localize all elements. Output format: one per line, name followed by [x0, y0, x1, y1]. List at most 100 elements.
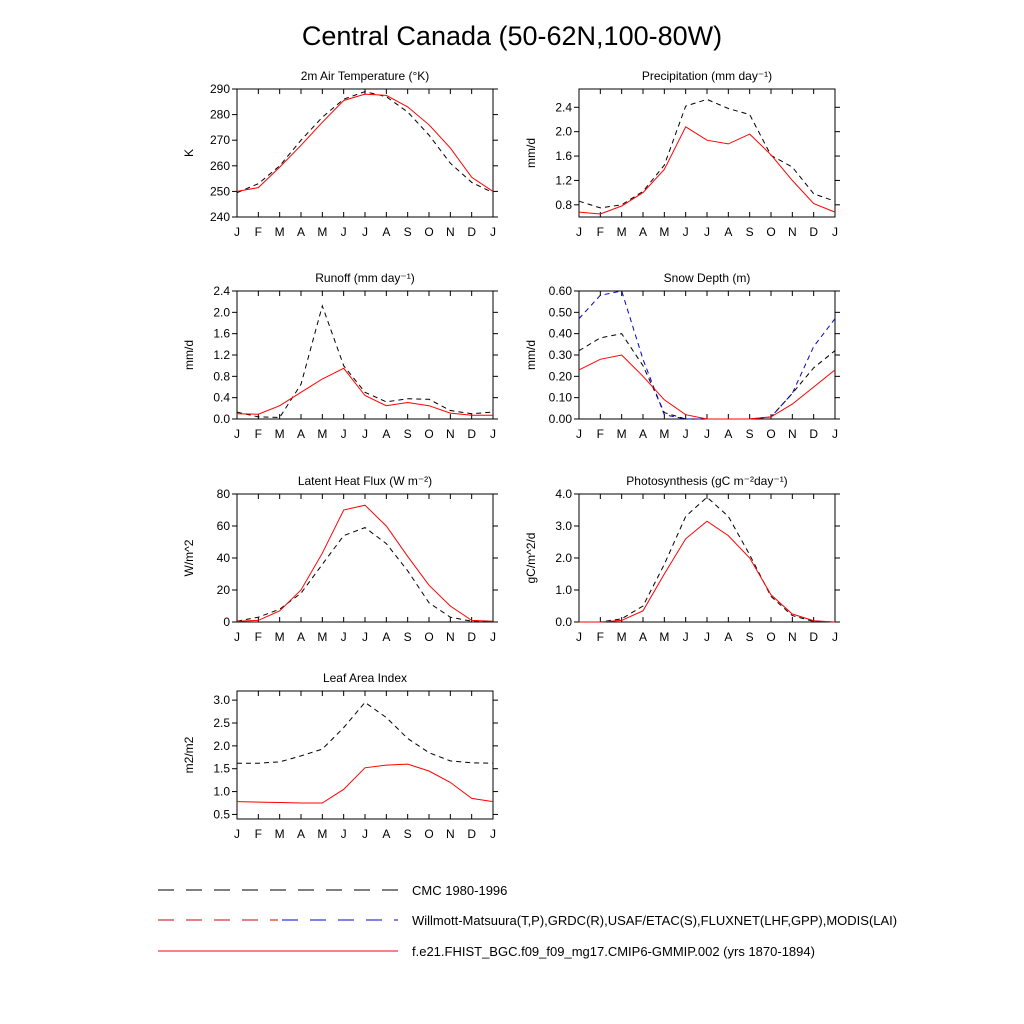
x-tick-label: J	[362, 630, 368, 644]
x-tick-label: A	[724, 225, 732, 239]
x-tick-label: J	[341, 225, 347, 239]
y-tick-label: 2.0	[213, 739, 230, 753]
y-tick-label: 1.2	[555, 173, 572, 187]
chart-panel-6: Photosynthesis (gC m⁻²day⁻¹)J F M A M J J A S O N D…	[524, 474, 840, 644]
x-tick-label: F	[255, 827, 262, 841]
x-tick-label: A	[382, 827, 390, 841]
x-tick-label: N	[788, 427, 797, 441]
y-tick-label: 0.30	[549, 348, 573, 362]
x-tick-label: M	[275, 225, 285, 239]
y-tick-label: 0.60	[549, 284, 573, 298]
series-line-obs	[578, 98, 836, 209]
x-tick-label: M	[317, 630, 327, 644]
series-line-obs	[579, 496, 836, 623]
y-tick-label: 260	[210, 159, 230, 173]
x-tick-label: O	[424, 427, 433, 441]
x-tick-label: J	[576, 225, 582, 239]
x-tick-label: A	[297, 630, 305, 644]
y-tick-label: 0	[223, 615, 230, 629]
series-line-model	[236, 367, 493, 416]
chart-panel-1: 2m Air Temperature (°K)J F M A M J J A S O N D J2402…	[182, 69, 498, 239]
y-axis-label: K	[182, 149, 196, 157]
x-tick-label: D	[467, 630, 476, 644]
y-axis-label: mm/d	[524, 340, 538, 370]
x-tick-label: N	[788, 630, 797, 644]
x-tick-label: S	[404, 225, 412, 239]
legend-item-1: CMC 1980-1996	[158, 883, 507, 898]
x-tick-label: S	[746, 427, 754, 441]
plot-frame	[236, 290, 494, 420]
x-tick-label: F	[255, 427, 262, 441]
x-tick-label: J	[341, 427, 347, 441]
y-tick-label: 2.4	[213, 284, 230, 298]
x-tick-label: J	[704, 225, 710, 239]
series-line-obs	[236, 304, 494, 418]
y-tick-label: 0.40	[549, 327, 573, 341]
legend-label: CMC 1980-1996	[412, 883, 507, 898]
x-tick-label: A	[639, 225, 647, 239]
y-tick-label: 0.5	[213, 807, 230, 821]
series-line-obs	[236, 527, 493, 622]
panel-title: Snow Depth (m)	[664, 271, 751, 285]
x-tick-label: J	[683, 630, 689, 644]
x-tick-label: S	[404, 630, 412, 644]
y-tick-label: 80	[217, 487, 231, 501]
x-tick-label: A	[297, 225, 305, 239]
x-tick-label: M	[317, 827, 327, 841]
panel-title: Leaf Area Index	[323, 671, 407, 685]
x-tick-label: N	[788, 225, 797, 239]
series-line-model	[236, 763, 494, 804]
x-tick-label: M	[659, 427, 669, 441]
x-tick-label: A	[724, 427, 732, 441]
x-tick-label: M	[317, 225, 327, 239]
x-tick-label: A	[639, 630, 647, 644]
x-tick-label: F	[597, 630, 604, 644]
x-tick-label: J	[490, 427, 496, 441]
x-tick-label: M	[659, 225, 669, 239]
x-tick-label: N	[446, 827, 455, 841]
x-tick-label: J	[683, 225, 689, 239]
x-tick-label: O	[766, 225, 775, 239]
panel-title: Photosynthesis (gC m⁻²day⁻¹)	[626, 474, 787, 488]
y-tick-label: 0.0	[555, 615, 572, 629]
x-tick-label: O	[766, 427, 775, 441]
y-tick-label: 0.10	[549, 391, 573, 405]
x-tick-label: M	[275, 827, 285, 841]
panel-title: Precipitation (mm day⁻¹)	[642, 69, 772, 83]
y-tick-label: 0.8	[213, 369, 230, 383]
x-tick-label: J	[490, 630, 496, 644]
x-tick-label: N	[446, 630, 455, 644]
x-tick-label: S	[404, 427, 412, 441]
x-tick-label: F	[597, 225, 604, 239]
x-tick-label: J	[832, 630, 838, 644]
y-tick-label: 3.0	[213, 693, 230, 707]
x-tick-label: M	[659, 630, 669, 644]
x-tick-label: M	[275, 630, 285, 644]
y-axis-label: gC/m^2/d	[524, 533, 538, 584]
y-tick-label: 2.4	[555, 100, 572, 114]
y-tick-label: 0.0	[213, 412, 230, 426]
x-tick-label: J	[576, 427, 582, 441]
x-tick-label: A	[297, 427, 305, 441]
x-tick-label: O	[766, 630, 775, 644]
x-tick-label: M	[617, 225, 627, 239]
x-tick-label: O	[424, 225, 433, 239]
x-tick-label: J	[341, 630, 347, 644]
x-tick-label: J	[576, 630, 582, 644]
x-tick-label: J	[490, 225, 496, 239]
x-tick-label: D	[467, 827, 476, 841]
y-tick-label: 40	[217, 551, 231, 565]
x-tick-label: F	[597, 427, 604, 441]
x-tick-label: J	[704, 630, 710, 644]
x-tick-label: S	[746, 630, 754, 644]
x-tick-label: J	[234, 427, 240, 441]
x-tick-label: J	[341, 827, 347, 841]
x-tick-label: J	[234, 630, 240, 644]
y-axis-label: mm/d	[182, 340, 196, 370]
x-tick-label: J	[234, 827, 240, 841]
y-tick-label: 4.0	[555, 487, 572, 501]
x-tick-label: D	[809, 630, 818, 644]
x-tick-label: J	[832, 225, 838, 239]
